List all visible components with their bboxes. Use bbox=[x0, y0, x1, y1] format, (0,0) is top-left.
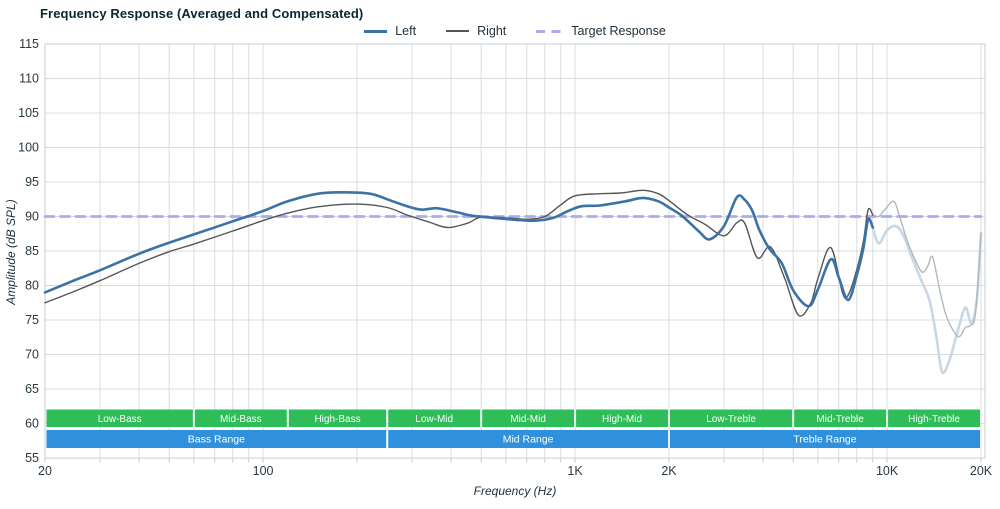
band-label: Low-Bass bbox=[98, 414, 142, 425]
band-label: Low-Mid bbox=[415, 414, 453, 425]
legend-item-left[interactable]: Left bbox=[364, 24, 416, 38]
band-label: High-Bass bbox=[314, 414, 360, 425]
plot-border bbox=[44, 43, 986, 459]
x-tick-label: 2K bbox=[661, 464, 677, 478]
y-tick-label: 80 bbox=[25, 279, 39, 293]
band-mid-treble bbox=[794, 409, 887, 427]
range-band-label: Mid Range bbox=[503, 434, 554, 446]
y-tick-label: 95 bbox=[25, 175, 39, 189]
curve-left-faded[interactable] bbox=[871, 224, 983, 375]
y-tick-label: 90 bbox=[25, 210, 39, 224]
band-mid-mid bbox=[482, 409, 575, 427]
band-label: Low-Treble bbox=[706, 414, 756, 425]
curve-right-faded[interactable] bbox=[872, 200, 982, 338]
y-tick-label: 105 bbox=[18, 106, 39, 120]
x-tick-label: 100 bbox=[253, 464, 274, 478]
x-axis-title: Frequency (Hz) bbox=[473, 484, 557, 498]
right-line-swatch bbox=[446, 30, 470, 32]
band-high-mid bbox=[576, 409, 668, 427]
y-tick-label: 100 bbox=[18, 141, 39, 155]
legend-item-target-response[interactable]: Target Response bbox=[536, 24, 666, 38]
legend-label-target-response: Target Response bbox=[571, 24, 666, 38]
band-low-bass bbox=[46, 409, 193, 427]
band-low-treble bbox=[670, 409, 793, 427]
y-tick-label: 85 bbox=[25, 244, 39, 258]
curve-left[interactable] bbox=[43, 190, 875, 308]
y-tick-label: 65 bbox=[25, 382, 39, 396]
left-line-swatch bbox=[364, 29, 388, 33]
band-mid-bass bbox=[194, 409, 287, 427]
legend: Left Right Target Response bbox=[30, 24, 1000, 38]
range-band-treble-range bbox=[670, 430, 980, 448]
legend-label-right: Right bbox=[477, 24, 507, 38]
band-label: Mid-Treble bbox=[816, 414, 864, 425]
legend-item-right[interactable]: Right bbox=[446, 24, 506, 38]
y-tick-label: 70 bbox=[25, 348, 39, 362]
band-label: Mid-Mid bbox=[510, 414, 546, 425]
x-tick-label: 1K bbox=[567, 464, 583, 478]
band-high-bass bbox=[288, 409, 387, 427]
legend-label-left: Left bbox=[395, 24, 417, 38]
x-tick-label: 10K bbox=[876, 464, 899, 478]
y-axis-title: Amplitude (dB SPL) bbox=[4, 199, 18, 305]
range-band-label: Bass Range bbox=[188, 434, 245, 446]
band-low-mid bbox=[388, 409, 481, 427]
band-label: Mid-Bass bbox=[220, 414, 262, 425]
band-label: High-Mid bbox=[602, 414, 642, 425]
x-tick-label: 20K bbox=[970, 464, 993, 478]
range-band-label: Treble Range bbox=[793, 434, 856, 446]
y-tick-label: 110 bbox=[19, 72, 39, 86]
range-band-mid-range bbox=[388, 430, 668, 448]
band-label: High-Treble bbox=[908, 414, 960, 425]
target-response-dash-swatch bbox=[536, 29, 564, 33]
y-tick-label: 115 bbox=[19, 37, 39, 51]
y-tick-label: 55 bbox=[25, 451, 39, 465]
band-high-treble bbox=[888, 409, 980, 427]
y-tick-label: 75 bbox=[25, 313, 39, 327]
x-tick-label: 20 bbox=[38, 464, 52, 478]
range-band-bass-range bbox=[46, 430, 387, 448]
chart-title: Frequency Response (Averaged and Compens… bbox=[40, 6, 364, 21]
y-tick-label: 60 bbox=[25, 417, 39, 431]
curve-right[interactable] bbox=[44, 189, 874, 317]
